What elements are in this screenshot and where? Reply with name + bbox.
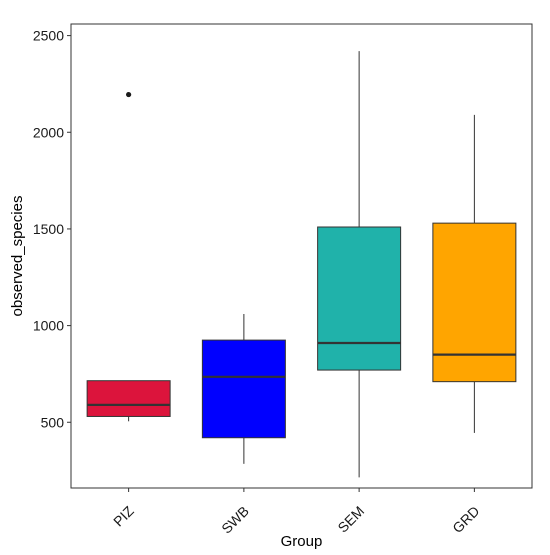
x-axis-title: Group bbox=[281, 533, 323, 550]
box-piz bbox=[86, 91, 171, 422]
y-tick-label: 1000 bbox=[33, 318, 64, 334]
y-tick-label: 500 bbox=[41, 414, 65, 430]
iqr-box bbox=[317, 226, 402, 371]
y-tick-label: 1500 bbox=[33, 221, 64, 237]
box-sem bbox=[317, 51, 402, 478]
x-axis: PIZ SWB SEM GRD bbox=[110, 488, 482, 537]
y-tick-label: 2500 bbox=[33, 28, 64, 44]
box-grd bbox=[432, 114, 517, 433]
x-tick-label: SWB bbox=[218, 503, 252, 537]
x-tick-label: PIZ bbox=[110, 502, 137, 529]
iqr-box bbox=[201, 339, 286, 439]
x-tick-label: GRD bbox=[449, 503, 482, 536]
box-swb bbox=[201, 314, 286, 464]
y-axis-title: observed_species bbox=[9, 196, 26, 317]
outlier-point bbox=[126, 91, 132, 98]
iqr-box bbox=[86, 380, 171, 417]
boxes-layer bbox=[86, 51, 517, 478]
y-axis: 500 1000 1500 2000 2500 bbox=[33, 28, 71, 430]
x-tick-label: SEM bbox=[334, 503, 367, 536]
y-tick-label: 2000 bbox=[33, 124, 64, 140]
iqr-box bbox=[432, 222, 517, 383]
